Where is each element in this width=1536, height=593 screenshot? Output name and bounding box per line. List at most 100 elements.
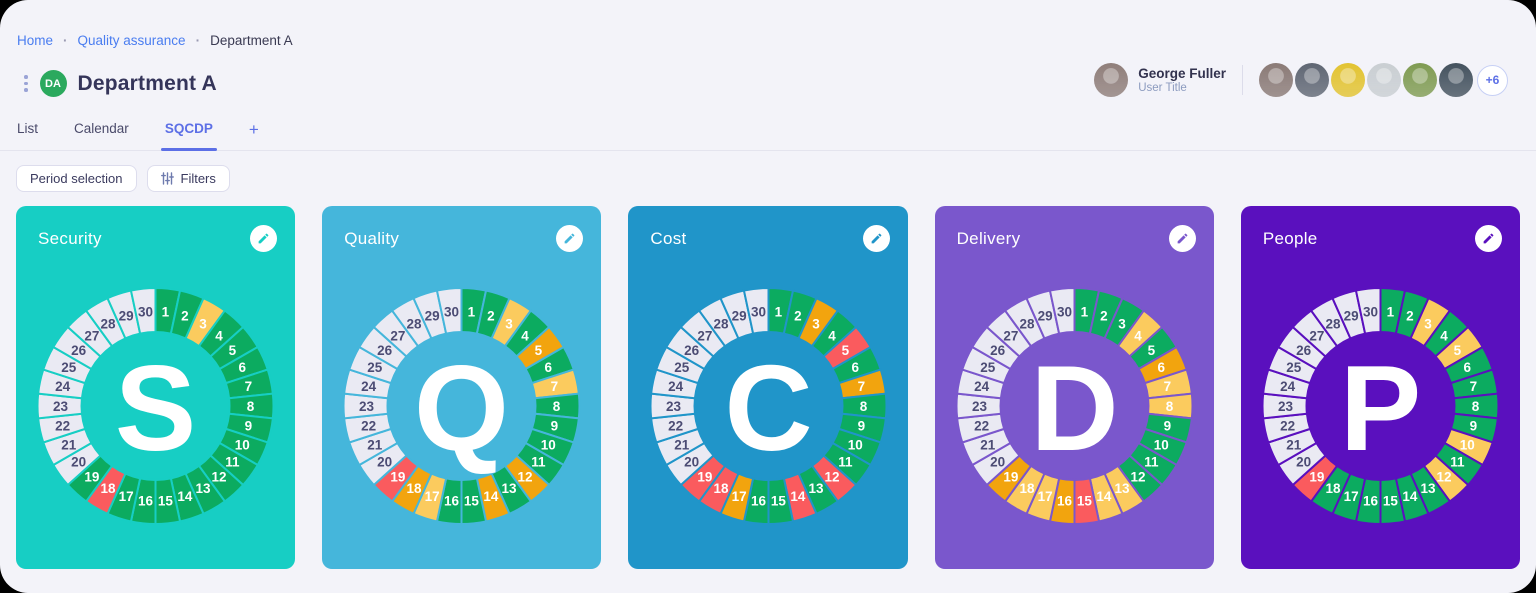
day-segment-30[interactable] xyxy=(742,286,769,335)
day-label: 18 xyxy=(713,481,729,496)
edit-icon[interactable] xyxy=(556,225,584,252)
day-label: 19 xyxy=(697,469,712,484)
day-label: 26 xyxy=(1296,343,1312,358)
day-label: 3 xyxy=(1424,317,1432,332)
day-label: 24 xyxy=(1280,379,1296,394)
day-label: 17 xyxy=(731,489,746,504)
avatar[interactable] xyxy=(1331,63,1365,97)
day-label: 10 xyxy=(541,438,556,453)
day-label: 29 xyxy=(1037,309,1052,324)
day-label: 29 xyxy=(425,309,440,324)
day-label: 14 xyxy=(484,489,500,504)
kpi-card-quality: Quality 1 2 3 4 5 6 7 8 9 10 11 12 13 14 15 16 17 18 19 20 21… xyxy=(322,206,602,569)
day-label: 12 xyxy=(1436,469,1451,484)
kpi-card-cost: Cost 1 2 3 4 5 6 7 8 9 10 11 12 13 14 15 16 17 18 19 20 21 22 2… xyxy=(628,206,908,569)
avatar[interactable] xyxy=(1094,63,1129,97)
day-label: 26 xyxy=(990,343,1006,358)
day-label: 3 xyxy=(506,317,514,332)
day-label: 11 xyxy=(532,455,547,470)
user-name: George Fuller xyxy=(1138,66,1226,81)
day-label: 3 xyxy=(199,317,207,332)
day-label: 27 xyxy=(697,328,712,343)
day-segment-30[interactable] xyxy=(436,286,463,335)
day-label: 23 xyxy=(53,399,69,414)
day-label: 20 xyxy=(377,455,392,470)
breadcrumb-home[interactable]: Home xyxy=(17,33,54,48)
day-label: 9 xyxy=(1470,419,1478,434)
day-label: 19 xyxy=(1309,469,1324,484)
day-label: 18 xyxy=(1325,481,1341,496)
period-selection-button[interactable]: Period selection xyxy=(16,165,137,192)
card-title: Cost xyxy=(650,228,687,248)
tab-list[interactable]: List xyxy=(17,121,39,136)
day-label: 27 xyxy=(85,328,100,343)
day-label: 1 xyxy=(774,304,782,319)
tab-sqcdp[interactable]: SQCDP xyxy=(160,121,217,151)
day-label: 28 xyxy=(101,317,117,332)
day-label: 6 xyxy=(545,360,553,375)
day-label: 15 xyxy=(1077,493,1093,508)
day-label: 5 xyxy=(229,343,237,358)
day-label: 4 xyxy=(1440,328,1448,343)
card-letter: C xyxy=(724,340,812,476)
day-label: 10 xyxy=(1460,438,1475,453)
team-avatars xyxy=(1259,63,1473,97)
filters-button[interactable]: Filters xyxy=(146,165,230,192)
day-label: 28 xyxy=(713,317,729,332)
day-label: 30 xyxy=(751,304,766,319)
filters-icon xyxy=(160,172,174,185)
add-tab-button[interactable]: + xyxy=(248,120,259,139)
day-label: 15 xyxy=(1383,493,1399,508)
day-label: 25 xyxy=(980,360,996,375)
status-donut-chart: 1 234567891011121314151617181920212223242… xyxy=(955,286,1194,526)
day-label: 11 xyxy=(1144,455,1159,470)
day-label: 14 xyxy=(790,489,806,504)
avatar[interactable] xyxy=(1367,63,1401,97)
day-label: 12 xyxy=(824,469,839,484)
day-label: 7 xyxy=(1163,379,1171,394)
breadcrumb-current: Department A xyxy=(210,33,293,48)
day-label: 15 xyxy=(158,493,174,508)
edit-icon[interactable] xyxy=(1168,225,1196,252)
edit-icon[interactable] xyxy=(862,225,890,252)
day-segment-30[interactable] xyxy=(129,286,157,335)
day-label: 13 xyxy=(808,481,824,496)
day-label: 30 xyxy=(138,304,153,319)
day-label: 11 xyxy=(1450,455,1465,470)
avatar[interactable] xyxy=(1295,63,1329,97)
day-label: 12 xyxy=(212,469,227,484)
day-label: 22 xyxy=(1280,419,1295,434)
day-label: 28 xyxy=(407,317,423,332)
day-label: 19 xyxy=(85,469,100,484)
tab-calendar[interactable]: Calendar xyxy=(74,121,129,136)
day-label: 11 xyxy=(225,455,240,470)
day-label: 8 xyxy=(859,399,867,414)
avatar[interactable] xyxy=(1403,63,1437,97)
day-segment-30[interactable] xyxy=(1048,286,1076,335)
more-members-badge[interactable]: +6 xyxy=(1477,64,1508,96)
day-segment-30[interactable] xyxy=(1354,286,1382,335)
day-label: 14 xyxy=(177,489,193,504)
card-letter: Q xyxy=(414,340,509,476)
day-label: 29 xyxy=(119,309,134,324)
day-label: 19 xyxy=(1003,469,1018,484)
day-label: 9 xyxy=(551,419,559,434)
day-label: 2 xyxy=(181,309,189,324)
kpi-card-delivery: Delivery 1 2 3 4 5 6 7 8 9 10 11 12 13 14 15 16 17 18 19 20 2… xyxy=(934,206,1214,569)
avatar[interactable] xyxy=(1439,63,1473,97)
day-label: 16 xyxy=(1057,493,1073,508)
day-label: 4 xyxy=(522,328,530,343)
breadcrumb-quality-assurance[interactable]: Quality assurance xyxy=(77,33,186,48)
card-title: Security xyxy=(38,228,102,248)
kebab-menu-icon[interactable] xyxy=(24,75,28,92)
day-label: 6 xyxy=(851,360,859,375)
edit-icon[interactable] xyxy=(250,225,278,252)
day-label: 4 xyxy=(215,328,223,343)
day-label: 10 xyxy=(235,438,250,453)
day-label: 17 xyxy=(119,489,134,504)
avatar[interactable] xyxy=(1259,63,1293,97)
edit-icon[interactable] xyxy=(1475,225,1503,252)
day-label: 28 xyxy=(1019,317,1035,332)
day-label: 17 xyxy=(1344,489,1359,504)
